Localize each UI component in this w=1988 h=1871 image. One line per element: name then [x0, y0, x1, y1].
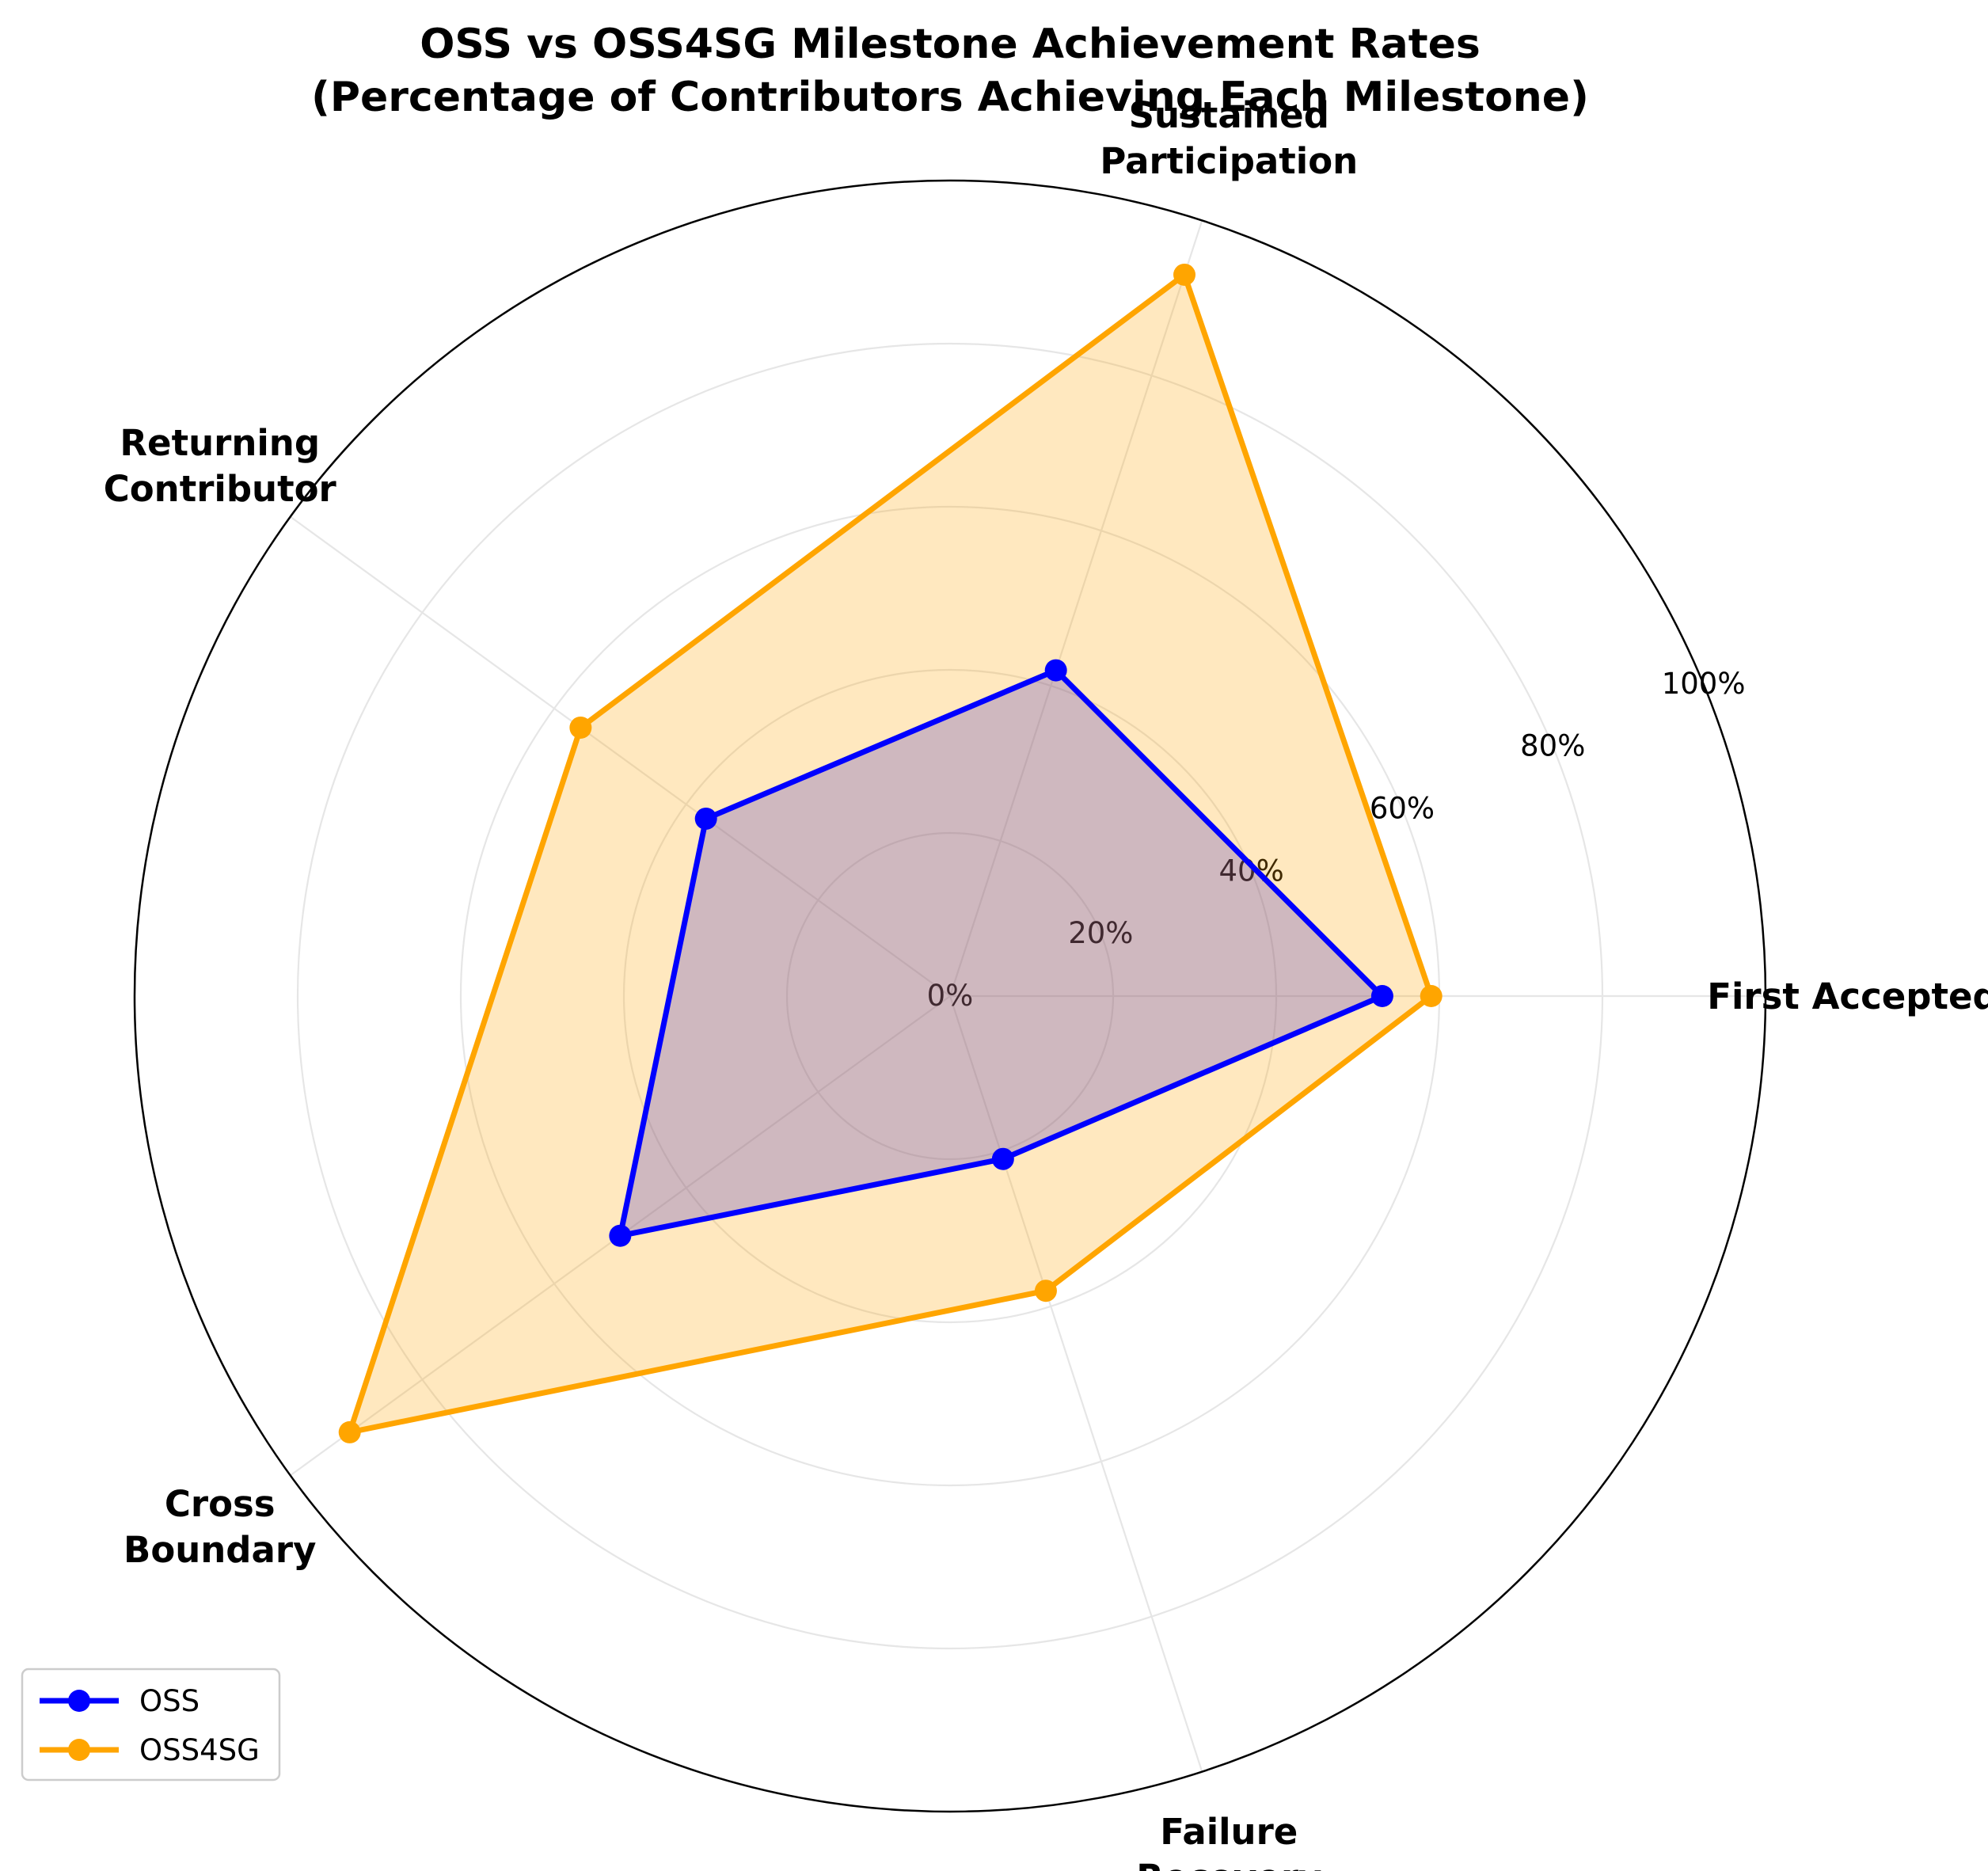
radial-tick-label: 0%	[927, 979, 974, 1013]
data-point-oss4sg	[569, 716, 592, 739]
category-label: Sustained Participation	[1100, 94, 1358, 182]
legend-label-oss4sg: OSS4SG	[139, 1733, 260, 1767]
legend-marker-oss4sg	[68, 1739, 90, 1761]
data-point-oss	[1044, 659, 1067, 682]
series-line-oss	[616, 667, 1388, 1240]
grid-spoke	[948, 995, 1203, 1772]
category-label: First Accepted	[1707, 975, 1988, 1017]
data-point-oss	[609, 1224, 632, 1247]
legend-marker-oss	[68, 1690, 90, 1712]
category-label: Failure Recovery	[1136, 1811, 1321, 1871]
category-label: Returning Contributor	[104, 422, 337, 510]
radial-tick-label: 40%	[1219, 854, 1284, 888]
legend: OSS OSS4SG	[21, 1668, 281, 1782]
category-label-line: Cross	[165, 1483, 276, 1525]
data-point-oss	[1370, 985, 1393, 1007]
chart-title-line-1: OSS vs OSS4SG Milestone Achievement Rate…	[420, 21, 1481, 68]
category-label-line: Boundary	[124, 1529, 316, 1571]
category-label-line: Recovery	[1136, 1857, 1321, 1871]
category-label-line: Failure	[1160, 1811, 1298, 1853]
polar-grid: 0% 20% 40% 60% 80% 100%	[133, 179, 1767, 1813]
series-layer	[338, 263, 1443, 1443]
data-point-oss4sg	[1420, 985, 1443, 1007]
category-label-line: First Accepted	[1707, 975, 1988, 1017]
series-area-oss4sg	[349, 275, 1431, 1432]
radial-tick-label: 20%	[1068, 916, 1133, 950]
data-point-oss	[991, 1147, 1014, 1170]
radial-tick-label: 100%	[1662, 667, 1746, 701]
category-label: Cross Boundary	[124, 1483, 316, 1571]
radial-tick-label: 60%	[1370, 792, 1435, 826]
data-point-oss4sg	[338, 1420, 361, 1443]
category-label-line: Participation	[1100, 140, 1358, 182]
axis-labels: First Accepted Sustained Participation Retu…	[104, 94, 1988, 1871]
grid-spoke	[948, 220, 1203, 997]
category-label-line: Returning	[120, 422, 320, 464]
series-line-oss4sg	[345, 270, 1435, 1436]
data-point-oss4sg	[1034, 1280, 1057, 1302]
data-point-oss4sg	[1173, 263, 1196, 286]
chart-title-line-2: (Percentage of Contributors Achieving Ea…	[311, 74, 1589, 121]
radial-tick-label: 80%	[1520, 729, 1585, 763]
data-point-oss	[694, 807, 717, 830]
category-label-line: Sustained	[1129, 94, 1329, 136]
category-label-line: Contributor	[104, 468, 337, 510]
polar-frame	[133, 179, 1767, 1813]
series-area-oss	[620, 670, 1382, 1236]
grid-spoke	[290, 515, 951, 997]
legend-label-oss: OSS	[139, 1684, 200, 1718]
